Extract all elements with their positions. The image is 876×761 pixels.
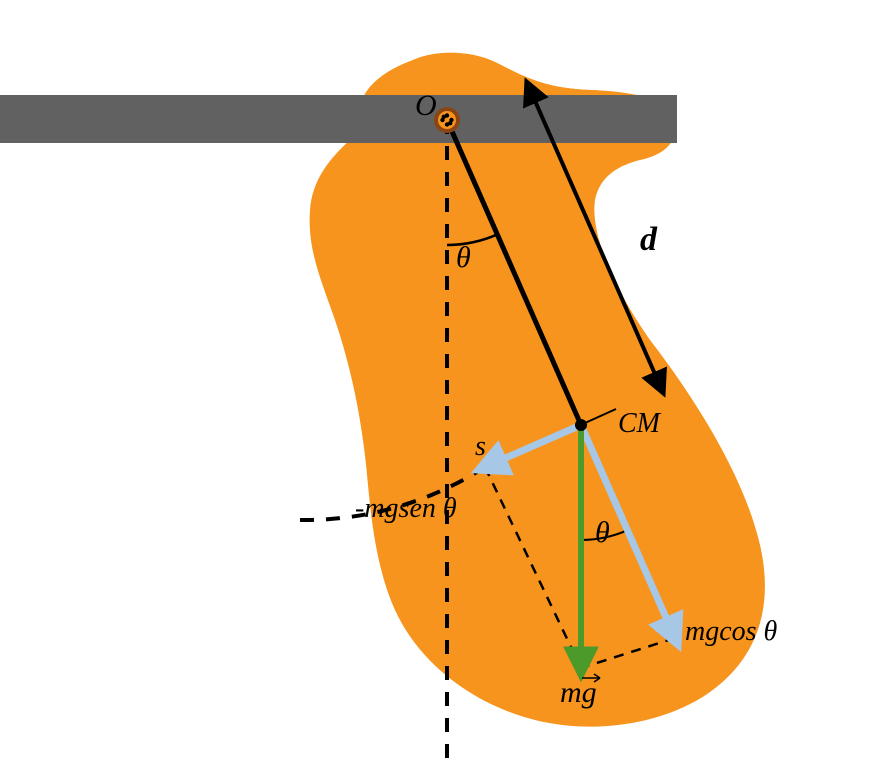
pivot-point: [434, 107, 460, 133]
label-mgsen: -mgsen θ: [355, 493, 457, 524]
label-O: O: [415, 89, 437, 122]
label-d: d: [640, 221, 658, 258]
support-bar: [0, 95, 677, 143]
label-theta-bottom: θ: [595, 516, 610, 549]
label-mg: mg: [560, 676, 597, 709]
label-mgcos: mgcos θ: [685, 616, 778, 647]
label-mg-m: m: [560, 676, 582, 709]
label-cm: CM: [618, 408, 662, 439]
label-theta-top: θ: [456, 241, 471, 274]
label-s: s: [475, 431, 486, 462]
center-of-mass-dot: [575, 419, 587, 431]
